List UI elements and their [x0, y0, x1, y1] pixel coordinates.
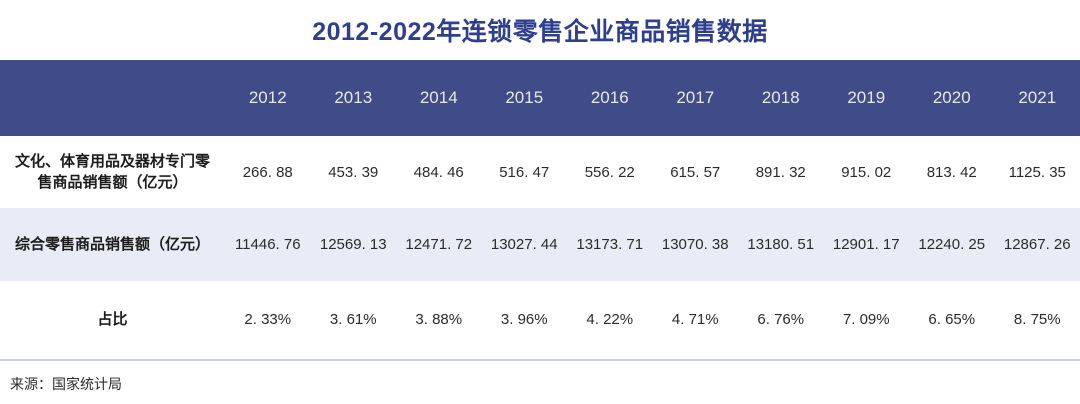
data-cell: 12867. 26	[1003, 236, 1071, 253]
row-label: 综合零售商品销售额（亿元）	[14, 236, 210, 253]
year-header-cell: 2020	[932, 88, 971, 107]
data-cell: 13070. 38	[661, 236, 729, 253]
source-note: 来源：国家统计局	[10, 376, 122, 392]
table-row: 综合零售商品销售额（亿元） 11446. 76 12569. 13 12471. 72…	[0, 208, 1080, 281]
data-cell: 891. 32	[755, 163, 806, 181]
data-cell: 484. 46	[413, 163, 464, 181]
data-cell: 266. 88	[242, 163, 293, 181]
data-cell: 13027. 44	[490, 236, 558, 253]
year-header-cell: 2015	[505, 88, 544, 107]
data-cell: 3. 96%	[500, 310, 548, 328]
year-header-cell: 2021	[1018, 88, 1057, 107]
year-header-cell: 2013	[334, 88, 373, 107]
year-header-cell: 2019	[847, 88, 886, 107]
row-label: 文化、体育用品及器材专门零售商品销售额（亿元）	[14, 153, 210, 191]
data-cell: 453. 39	[328, 163, 379, 181]
data-cell: 12569. 13	[319, 236, 387, 253]
data-cell: 3. 88%	[415, 310, 463, 328]
data-cell: 1125. 35	[1008, 163, 1066, 181]
year-header-cell: 2017	[676, 88, 715, 107]
data-cell: 13173. 71	[576, 236, 644, 253]
footer-divider	[0, 359, 1080, 361]
page-title: 2012-2022年连锁零售企业商品销售数据	[312, 18, 768, 46]
year-header-cell: 2018	[761, 88, 800, 107]
year-header-row: 2012 2013 2014 2015 2016 2017 2018 2019 2020 2021	[0, 60, 1080, 136]
data-cell: 11446. 76	[234, 236, 301, 253]
data-cell: 516. 47	[499, 163, 550, 181]
data-cell: 13180. 51	[747, 236, 815, 253]
data-cell: 12240. 25	[918, 236, 986, 253]
table-header: 2012 2013 2014 2015 2016 2017 2018 2019 2020 2021	[0, 60, 1080, 136]
data-cell: 4. 22%	[586, 310, 634, 328]
data-cell: 3. 61%	[329, 310, 377, 328]
data-cell: 615. 57	[670, 163, 721, 181]
table-body: 文化、体育用品及器材专门零售商品销售额（亿元） 266. 88 453. 39 484…	[0, 136, 1080, 357]
data-cell: 12901. 17	[832, 236, 900, 253]
data-cell: 813. 42	[926, 163, 977, 181]
year-header-cell: 2016	[590, 88, 629, 107]
data-cell: 7. 09%	[842, 310, 890, 328]
data-cell: 556. 22	[584, 163, 635, 181]
data-cell: 12471. 72	[405, 236, 473, 253]
data-cell: 915. 02	[841, 163, 892, 181]
year-header-cell: 2014	[419, 88, 458, 107]
data-cell: 6. 76%	[757, 310, 805, 328]
sales-data-table: 2012 2013 2014 2015 2016 2017 2018 2019 2020 2021…	[0, 60, 1080, 357]
table-row: 占比 2. 33% 3. 61% 3. 88% 3. 96% 4. 22% 4. 71% 6.…	[0, 281, 1080, 357]
data-cell: 4. 71%	[671, 310, 719, 328]
corner-cell	[0, 60, 225, 136]
data-cell: 6. 65%	[928, 310, 976, 328]
data-cell: 2. 33%	[244, 310, 292, 328]
data-cell: 8. 75%	[1013, 310, 1061, 328]
table-row: 文化、体育用品及器材专门零售商品销售额（亿元） 266. 88 453. 39 484…	[0, 136, 1080, 208]
row-label: 占比	[97, 310, 128, 328]
year-header-cell: 2012	[248, 88, 287, 107]
